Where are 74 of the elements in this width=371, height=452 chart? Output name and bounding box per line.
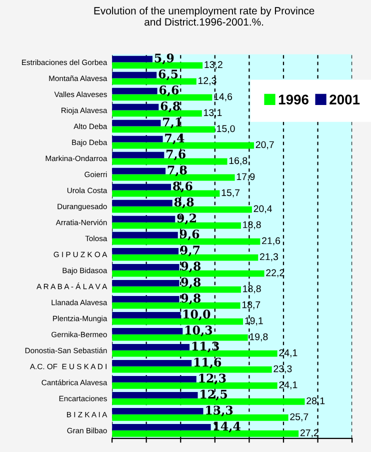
data-label: 24,1 [279,381,298,390]
bar [112,424,211,430]
data-label: 8,8 [174,198,194,208]
bar [112,264,180,270]
bar [112,232,178,238]
data-label: 9,7 [180,246,200,256]
chart-title: Evolution of the unemployment rate by Province and District.1996-2001.%. [94,6,314,26]
bar [112,152,164,158]
data-label: 7,4 [165,134,184,144]
data-label: 16,8 [229,157,248,166]
bar [112,248,179,254]
bar [112,88,158,94]
bar [112,296,180,302]
legend-label: 1996 [278,94,308,104]
data-label: 12,5 [200,390,228,400]
bar [112,104,159,110]
bar [112,392,198,398]
data-label: 14,6 [214,93,232,102]
data-label: 24,1 [279,349,298,358]
data-label: 9,8 [181,294,201,304]
bar [112,184,172,190]
data-label: 23,3 [274,365,292,374]
data-label: 8,6 [173,182,192,192]
data-label: 11,3 [192,342,219,352]
data-label: 13,1 [204,109,222,118]
bar [112,312,181,318]
data-label: 7,1 [163,118,182,128]
data-label: 14,4 [214,422,240,432]
bar [112,280,180,286]
data-label: 20,7 [256,141,274,150]
data-label: 6,5 [158,70,178,80]
data-label: 6,8 [160,102,180,112]
data-label: 18,7 [242,301,260,310]
data-label: 15,0 [217,125,235,134]
data-label: 21,6 [262,237,280,246]
data-label: 7,6 [166,150,186,160]
legend-label: 2001 [330,94,360,104]
bar [112,344,190,350]
data-label: 10,3 [186,326,212,336]
data-label: 15,7 [222,189,240,198]
data-label: 20,4 [254,205,272,214]
bar [112,168,166,174]
bar [112,136,163,142]
bar [112,216,176,222]
data-label: 21,3 [260,253,278,262]
data-label: 13,3 [206,406,233,416]
data-label: 12,3 [198,77,216,86]
bar [112,328,183,334]
data-label: 6,6 [159,86,179,96]
data-label: 19,1 [245,317,263,326]
data-label: 12,3 [199,374,226,384]
data-label: 25,7 [290,413,308,422]
bar [112,120,161,126]
data-label: 18,8 [243,285,261,294]
data-label: 7,8 [168,166,187,176]
bar [112,200,172,206]
bar [112,72,157,78]
data-label: 27,2 [300,429,318,438]
data-label: 11,6 [194,358,222,368]
data-label: 9,8 [181,278,201,288]
data-label: 17,9 [236,173,255,182]
bar [112,56,153,62]
bar [112,376,196,382]
bar [112,360,192,366]
data-label: 9,2 [177,214,196,224]
bar [112,408,204,414]
data-label: 13,2 [204,61,222,70]
data-label: 5,9 [154,54,174,64]
data-label: 28,1 [306,397,325,406]
data-label: 18,8 [243,221,261,230]
data-label: 19,8 [250,333,268,342]
data-label: 9,6 [180,230,200,240]
data-label: 9,8 [181,262,201,272]
data-label: 10,0 [183,310,210,320]
